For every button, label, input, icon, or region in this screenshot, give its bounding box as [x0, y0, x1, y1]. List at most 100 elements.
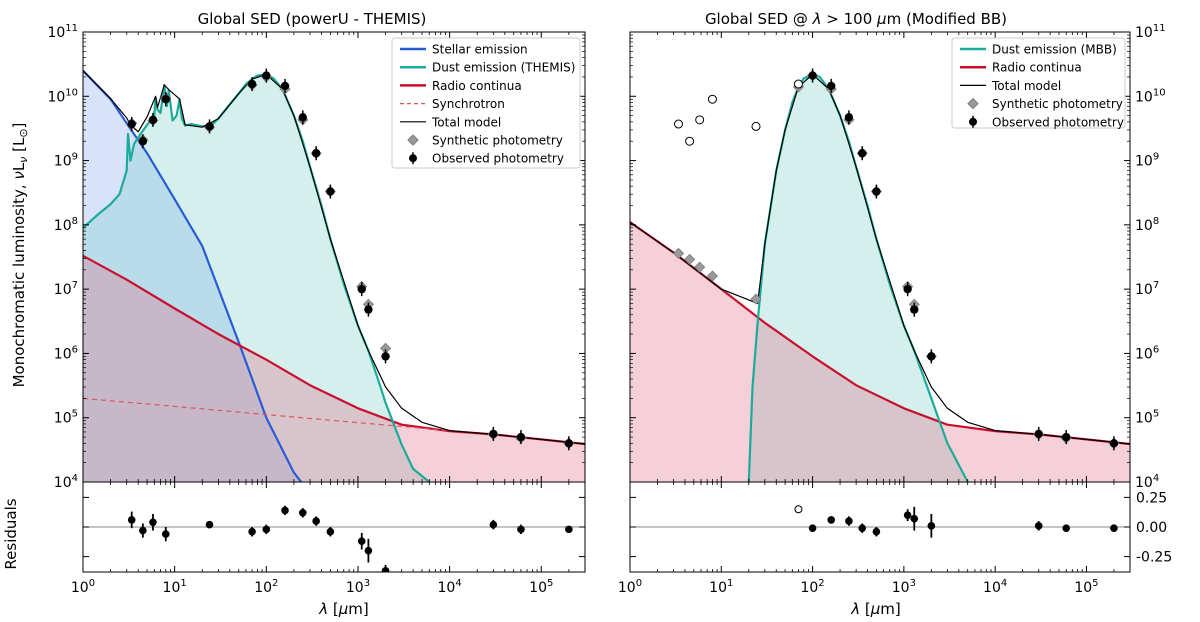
excluded-point — [674, 119, 684, 129]
synthetic-point — [672, 247, 685, 259]
residual-tick-label: 0.00 — [1136, 520, 1167, 536]
left-x-axis-label: λ [μm] — [318, 600, 369, 618]
x-tick-label: 103 — [892, 578, 916, 596]
line-stellar-emission — [83, 69, 303, 482]
observed-point — [827, 81, 836, 91]
left-y-axis-label: Monochromatic luminosity, νLν [L⊙] — [10, 123, 30, 388]
observed-point — [844, 113, 854, 122]
legend-label: Dust emission (MBB) — [992, 43, 1117, 57]
left-residual-axis-label: Residuals — [2, 498, 20, 569]
residual-plot-area — [794, 505, 1118, 538]
y-tick-label: 105 — [1135, 409, 1159, 427]
x-tick-label: 102 — [800, 578, 824, 596]
right-x-axis-label: λ [μm] — [850, 600, 901, 618]
legend-box — [951, 37, 1126, 129]
excluded-point — [793, 79, 803, 89]
observed-point — [127, 119, 136, 129]
residual-point — [127, 516, 136, 524]
y-tick-label: 108 — [54, 216, 78, 234]
observed-point — [1061, 432, 1071, 442]
residual-point — [910, 514, 919, 523]
y-tick-label: 1010 — [1135, 87, 1166, 105]
observed-point — [247, 79, 257, 89]
y-tick-label: 108 — [1135, 216, 1159, 234]
residual-point — [845, 517, 853, 525]
observed-point — [326, 187, 335, 196]
observed-point — [808, 71, 817, 80]
residual-tick-label: -0.25 — [1136, 550, 1172, 566]
residual-point — [1034, 522, 1043, 530]
y-tick-label: 109 — [1135, 152, 1159, 170]
residual-point — [364, 546, 373, 555]
observed-point — [205, 122, 214, 131]
residual-point — [858, 524, 867, 532]
observed-point — [903, 284, 912, 294]
y-tick-label: 104 — [1135, 473, 1159, 491]
observed-point — [161, 95, 170, 104]
legend-swatch — [407, 134, 419, 146]
left-chart-title: Global SED (powerU - THEMIS) — [198, 10, 427, 28]
residual-point — [326, 527, 335, 536]
residual-point — [1110, 524, 1118, 532]
observed-point — [1034, 429, 1043, 439]
chart-panel-0: 100 101 102 103 104 105 104 105 106 107 108 109 1010… — [47, 23, 586, 596]
residual-point — [161, 530, 170, 538]
residual-point — [298, 508, 307, 517]
legend-label: Radio continua — [992, 61, 1082, 75]
legend-label: Observed photometry — [432, 152, 564, 166]
residual-point — [872, 527, 881, 536]
synthetic-point — [684, 253, 696, 265]
x-tick-label: 101 — [709, 578, 733, 596]
plot-area — [630, 68, 1130, 482]
residual-point — [1062, 524, 1070, 532]
observed-point — [298, 113, 307, 122]
observed-point — [1109, 439, 1119, 448]
x-tick-label: 104 — [438, 578, 462, 596]
area-dust-emission-themis- — [83, 74, 430, 482]
observed-point — [148, 115, 158, 125]
observed-point — [564, 439, 574, 448]
residual-point — [565, 525, 573, 534]
residual-plot-area — [127, 505, 573, 572]
y-tick-label: 1011 — [1135, 23, 1166, 41]
x-tick-label: 104 — [983, 578, 1007, 596]
residual-point — [205, 520, 214, 529]
legend: Stellar emission Dust emission (THEMIS) Ra… — [391, 37, 581, 169]
legend-swatch — [409, 154, 417, 163]
plot-area — [83, 68, 585, 482]
legend-swatch — [967, 97, 979, 110]
area-radio-continua — [630, 222, 1130, 482]
area-dust-emission-mbb- — [748, 74, 968, 482]
y-tick-label: 106 — [1135, 344, 1159, 362]
area-stellar-emission — [83, 70, 302, 482]
x-tick-label: 100 — [71, 578, 95, 596]
y-tick-label: 109 — [54, 152, 78, 170]
residual-excluded-point — [794, 505, 803, 514]
y-tick-label: 105 — [54, 409, 78, 427]
line-total-model — [83, 70, 585, 445]
legend-label: Synchrotron — [432, 97, 505, 111]
residual-point — [489, 520, 498, 529]
excluded-point — [707, 94, 717, 104]
x-tick-label: 101 — [163, 578, 187, 596]
legend-label: Synthetic photometry — [992, 97, 1123, 111]
observed-point — [280, 81, 290, 91]
residual-point — [381, 567, 390, 572]
y-tick-label: 107 — [1135, 280, 1159, 298]
legend-box — [391, 37, 581, 169]
residual-point — [827, 516, 836, 524]
x-tick-label: 100 — [618, 578, 642, 596]
line-total-model — [630, 73, 1130, 445]
residual-point — [927, 522, 936, 530]
observed-point — [311, 149, 321, 158]
residual-point — [149, 518, 157, 527]
chart-panel-1: 100 101 102 103 104 105 104 105 106 107 108 109 1010… — [618, 23, 1172, 596]
residual-point — [139, 526, 147, 535]
residual-point — [312, 517, 320, 525]
legend: Dust emission (MBB) Radio continua Total m… — [951, 37, 1126, 129]
legend-label: Radio continua — [432, 79, 522, 93]
residual-point — [517, 525, 525, 534]
y-tick-label: 1010 — [47, 87, 78, 105]
right-chart-title: Global SED @ λ > 100 μm (Modified BB) — [705, 10, 1007, 28]
